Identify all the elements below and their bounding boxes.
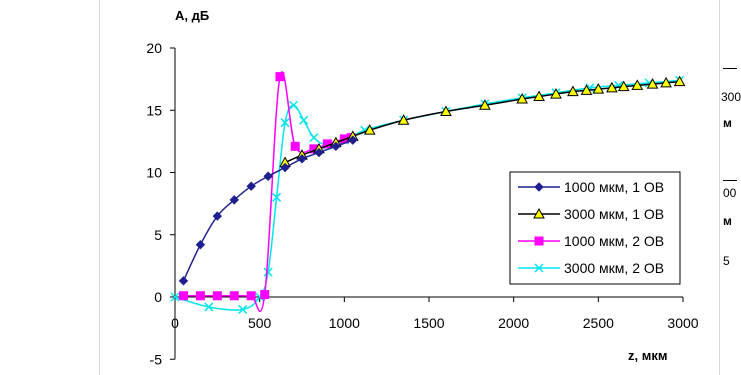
- data-point: [280, 162, 290, 173]
- data-point: [397, 114, 410, 125]
- legend-swatch-marker: [534, 182, 544, 192]
- data-point: [617, 80, 630, 92]
- data-point: [178, 291, 188, 301]
- data-point: [309, 133, 319, 143]
- x-tick-label: 0: [171, 315, 179, 331]
- x-tick-label: 1500: [413, 315, 444, 331]
- marker-stroke: [238, 304, 248, 314]
- data-point: [516, 93, 528, 104]
- legend: 1000 мкм, 1 ОВ 3000 мкм, 1 ОВ 1000 мкм, 2 …: [509, 171, 681, 285]
- data-point: [606, 81, 618, 93]
- x-axis-title: z, мкм: [628, 348, 667, 363]
- legend-label: 3000 мкм, 2 ОВ: [564, 260, 664, 276]
- legend-item-4: 3000 мкм, 2 ОВ: [518, 260, 664, 276]
- data-point: [331, 141, 341, 152]
- legend-swatch-marker: [534, 236, 544, 246]
- x-tick-label: 3000: [667, 315, 698, 331]
- side-fragment-5: 5: [723, 254, 730, 268]
- y-tick-label: 5: [154, 227, 162, 243]
- side-bracket-top: [723, 68, 737, 69]
- data-point: [212, 291, 222, 301]
- data-point: [263, 171, 273, 181]
- legend-item-2: 3000 мкм, 1 ОВ: [518, 206, 664, 222]
- data-point: [660, 76, 672, 88]
- marker-stroke: [534, 263, 544, 273]
- data-point: [229, 195, 239, 205]
- data-point: [195, 291, 205, 301]
- data-point: [170, 292, 180, 302]
- marker-stroke: [309, 133, 319, 143]
- page-divider-right: [719, 0, 720, 375]
- series-2: [279, 75, 686, 168]
- legend-item-3: 1000 мкм, 2 ОВ: [518, 233, 664, 249]
- side-fragment-4: м: [723, 214, 732, 228]
- series-3: [178, 71, 356, 313]
- series-layer: [170, 71, 686, 314]
- legend-label: 3000 мкм, 1 ОВ: [564, 206, 664, 222]
- series-1: [178, 135, 358, 286]
- data-point: [280, 118, 290, 128]
- data-point: [204, 302, 214, 312]
- data-point: [673, 75, 686, 87]
- x-tick-label: 2000: [498, 315, 529, 331]
- side-fragment-1: 300: [721, 90, 741, 104]
- marker-stroke: [204, 302, 214, 312]
- page-divider-left: [99, 0, 100, 375]
- data-point: [314, 147, 324, 158]
- x-tick-label: 2500: [583, 315, 614, 331]
- x-tick-label: 1000: [329, 315, 360, 331]
- data-point: [646, 78, 659, 89]
- side-fragment-3: 00: [723, 186, 737, 200]
- data-point: [631, 79, 644, 90]
- data-point: [533, 90, 545, 102]
- marker-stroke: [272, 192, 282, 202]
- y-axis-title: A, дБ: [175, 8, 209, 23]
- data-point: [580, 84, 593, 95]
- data-point: [289, 100, 299, 110]
- data-point: [238, 304, 248, 314]
- legend-label: 1000 мкм, 2 ОВ: [564, 233, 664, 249]
- legend-item-1: 1000 мкм, 1 ОВ: [518, 179, 664, 195]
- data-point: [263, 267, 273, 277]
- y-tick-label: 10: [146, 165, 162, 181]
- legend-label: 1000 мкм, 1 ОВ: [564, 179, 664, 195]
- legend-swatch-marker: [534, 263, 544, 273]
- side-bracket-bottom: [723, 180, 737, 181]
- data-point: [592, 83, 605, 94]
- data-point: [297, 154, 307, 164]
- series-line: [284, 80, 680, 164]
- marker-stroke: [263, 267, 273, 277]
- data-point: [229, 291, 239, 301]
- data-point: [246, 181, 256, 191]
- data-point: [363, 124, 376, 135]
- data-point: [195, 240, 206, 250]
- data-point: [212, 211, 223, 221]
- axes: 20 15 10 5 0 -5 0 500 1000 1500 2000 2500 3000 A, дБ z…: [146, 8, 698, 367]
- x-tick-label: 500: [248, 315, 272, 331]
- marker-stroke: [289, 100, 299, 110]
- y-tick-label: 15: [146, 102, 162, 118]
- data-point: [290, 141, 300, 151]
- marker-stroke: [299, 115, 309, 125]
- y-tick-label: 0: [154, 289, 162, 305]
- data-point: [567, 85, 579, 97]
- marker-stroke: [170, 292, 180, 302]
- data-point: [479, 99, 491, 110]
- data-point: [550, 88, 562, 99]
- data-point: [299, 115, 309, 125]
- data-point: [440, 105, 452, 116]
- y-tick-label: -5: [150, 351, 163, 367]
- data-point: [178, 276, 189, 286]
- data-point: [246, 291, 256, 301]
- data-point: [275, 72, 285, 82]
- data-point: [272, 192, 282, 202]
- legend-swatch-marker: [533, 207, 545, 219]
- y-tick-label: 20: [146, 40, 162, 56]
- data-point: [260, 290, 270, 300]
- side-fragment-2: м: [723, 116, 732, 130]
- marker-stroke: [280, 118, 290, 128]
- data-point: [348, 135, 358, 145]
